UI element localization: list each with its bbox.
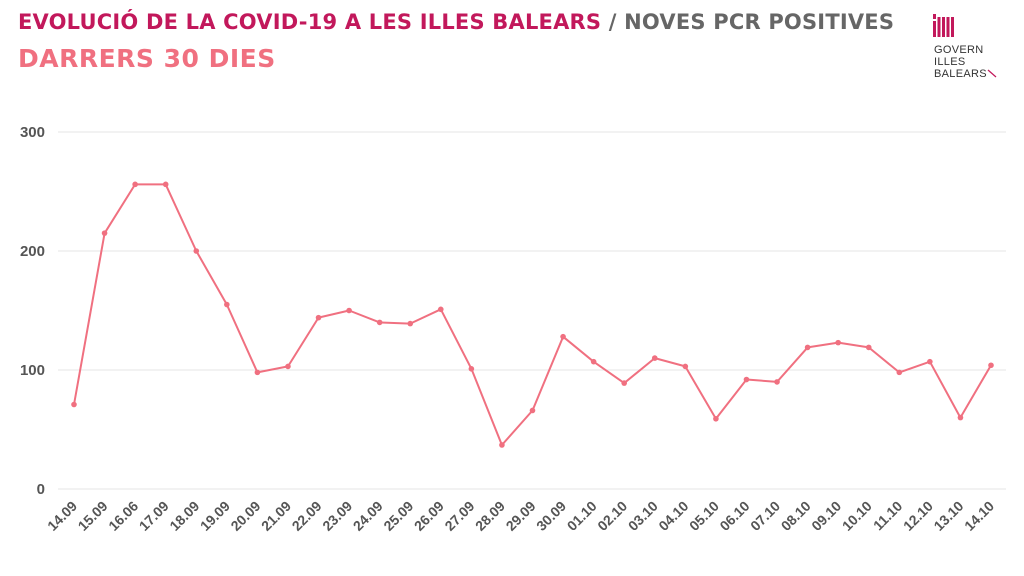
data-point	[162, 181, 169, 188]
data-point	[254, 369, 261, 376]
data-point	[529, 407, 536, 414]
data-point	[346, 307, 352, 314]
data-point	[865, 344, 872, 351]
govern-illes-balears-logo: GOVERN ILLES BALEARS	[932, 14, 1012, 90]
x-tick-label: 18.09	[166, 498, 202, 534]
logo-line-3: BALEARS	[934, 68, 997, 80]
x-tick-label: 03.10	[625, 498, 661, 534]
x-tick-label: 25.09	[380, 498, 416, 534]
data-point	[376, 319, 383, 326]
data-point	[315, 314, 322, 321]
x-tick-label: 09.10	[808, 498, 844, 534]
data-point	[438, 306, 444, 313]
x-tick-label: 20.09	[227, 498, 263, 534]
data-point	[468, 366, 475, 372]
data-point	[927, 358, 933, 365]
logo-text: GOVERN ILLES BALEARS	[934, 44, 997, 80]
data-point	[651, 355, 658, 361]
title-suffix: NOVES PCR POSITIVES	[624, 10, 895, 34]
x-tick-label: 01.10	[564, 498, 600, 534]
logo-slash-icon	[987, 69, 997, 78]
data-point	[560, 333, 566, 340]
x-tick-label: 21.09	[258, 498, 294, 534]
data-point	[224, 301, 230, 308]
data-point	[621, 380, 627, 386]
series-line	[73, 183, 992, 446]
x-tick-label: 24.09	[350, 498, 386, 534]
x-tick-label: 29.09	[503, 498, 539, 534]
x-tick-label: 10.10	[839, 498, 875, 534]
title-main: EVOLUCIÓ DE LA COVID-19 A LES ILLES BALE…	[18, 10, 602, 34]
data-point	[896, 369, 903, 376]
data-point	[71, 401, 77, 408]
data-point	[407, 320, 414, 327]
x-tick-label: 16.06	[105, 498, 141, 534]
chart-subtitle: DARRERS 30 DIES	[18, 44, 276, 73]
data-point	[682, 363, 689, 370]
chart-title: EVOLUCIÓ DE LA COVID-19 A LES ILLES BALE…	[18, 10, 894, 34]
x-tick-label: 02.10	[594, 498, 630, 534]
y-tick-label: 0	[37, 481, 45, 498]
x-tick-label: 27.09	[441, 498, 477, 534]
logo-line-3-text: BALEARS	[934, 68, 987, 80]
data-point	[101, 230, 108, 236]
x-tick-label: 11.10	[870, 498, 906, 534]
x-tick-label: 23.09	[319, 498, 355, 534]
data-point	[713, 415, 719, 422]
data-point	[957, 414, 964, 421]
data-point	[774, 379, 780, 385]
y-tick-label: 100	[20, 362, 45, 379]
x-tick-label: 17.09	[136, 498, 172, 534]
data-point	[590, 358, 597, 365]
x-tick-label: 14.09	[44, 498, 80, 534]
data-point	[132, 181, 138, 188]
data-point	[193, 248, 200, 254]
x-tick-label: 26.09	[411, 498, 447, 534]
x-tick-label: 30.09	[533, 498, 569, 534]
logo-line-1: GOVERN	[934, 44, 984, 56]
data-point	[835, 339, 841, 346]
x-tick-label: 19.09	[197, 498, 233, 534]
data-points	[71, 181, 994, 448]
x-tick-label: 04.10	[655, 498, 691, 534]
data-point	[499, 442, 505, 448]
data-point	[743, 376, 750, 383]
title-separator: /	[608, 10, 617, 34]
x-tick-label: 06.10	[716, 498, 752, 534]
x-tick-label: 15.09	[75, 498, 111, 534]
data-point	[285, 363, 291, 370]
y-tick-label: 300	[20, 124, 45, 141]
logo-line-2: ILLES	[934, 56, 966, 68]
data-point	[988, 362, 994, 369]
x-tick-label: 13.10	[930, 498, 966, 534]
x-tick-label: 07.10	[747, 498, 783, 534]
y-tick-label: 200	[20, 243, 45, 260]
data-point	[804, 344, 811, 351]
x-tick-label: 05.10	[686, 498, 722, 534]
x-tick-label: 14.10	[961, 498, 997, 534]
x-tick-label: 12.10	[900, 498, 936, 534]
x-axis-ticks: 14.0915.0916.0617.0918.0919.0920.0921.09…	[44, 498, 997, 534]
x-tick-label: 22.09	[289, 498, 325, 534]
x-tick-label: 08.10	[778, 498, 814, 534]
y-axis-ticks: 0 100 200 300	[20, 124, 45, 498]
grid-lines	[58, 131, 1006, 490]
logo-mark-icon	[933, 14, 954, 37]
x-tick-label: 28.09	[472, 498, 508, 534]
